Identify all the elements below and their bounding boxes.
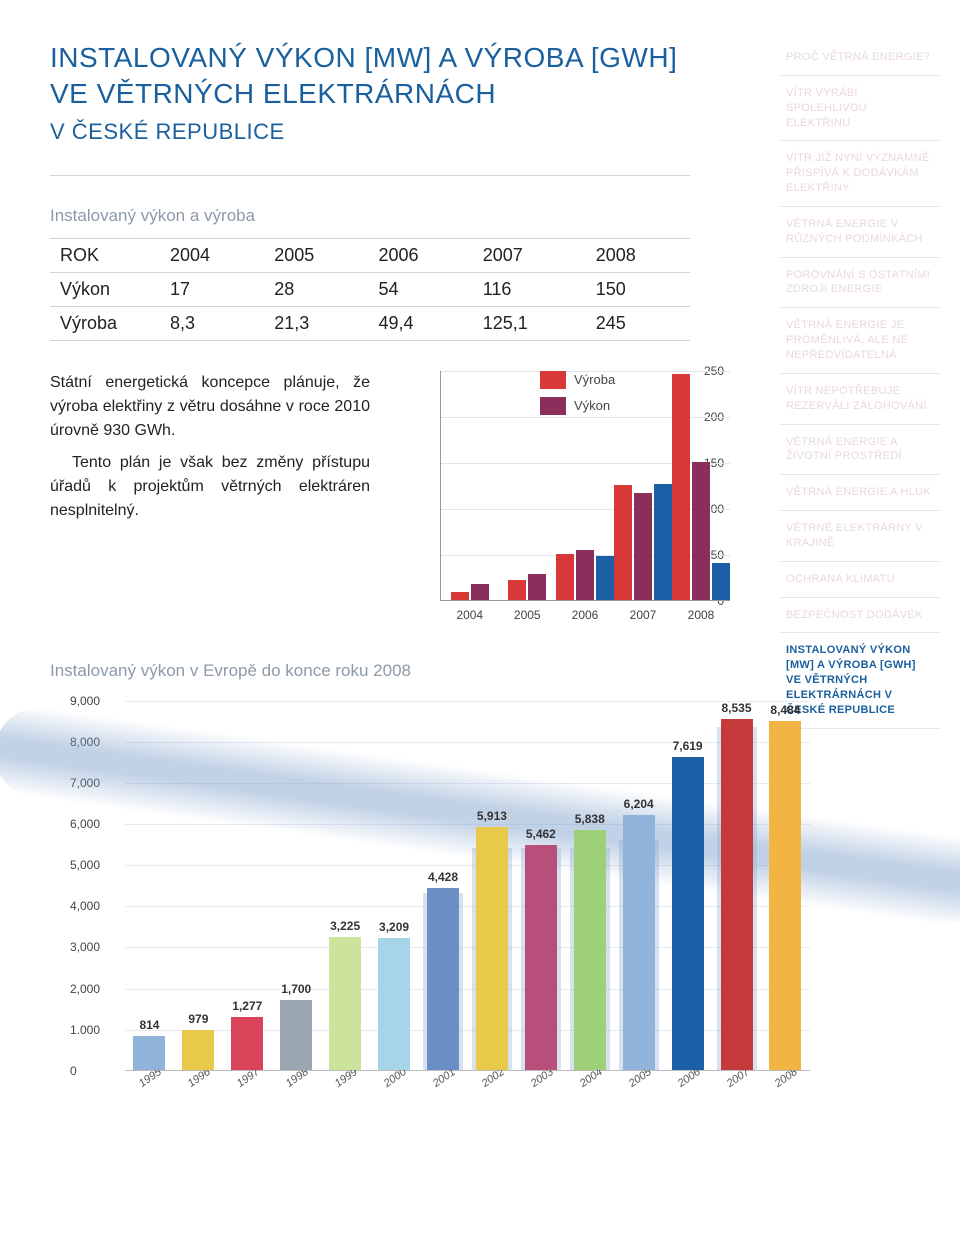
sidebar-item[interactable]: BEZPEČNOST DODÁVEK <box>780 598 940 634</box>
bar-value: 1,700 <box>281 982 311 996</box>
bar <box>508 580 526 600</box>
europe-chart: 01.0002,0003,0004,0005,0006,0007,0008,00… <box>70 701 810 1101</box>
y-tick: 9,000 <box>70 694 100 708</box>
legend-swatch <box>540 397 566 415</box>
table-row: ROK 2004 2005 2006 2007 2008 <box>50 238 690 272</box>
row-head: Výroba <box>50 306 160 340</box>
body-p2: Tento plán je však bez změny přístupu úř… <box>50 451 370 523</box>
sidebar-item[interactable]: PROČ VĚTRNÁ ENERGIE? <box>780 40 940 76</box>
y-tick: 2,000 <box>70 982 100 996</box>
bar <box>614 485 632 600</box>
bar-value: 5,838 <box>575 812 605 826</box>
bar-value: 4,428 <box>428 870 458 884</box>
row-head: ROK <box>50 238 160 272</box>
sidebar-item[interactable]: VÍTR NEPOTŘEBUJE REZERVÁLI ZÁLOHOVÁNÍ <box>780 374 940 425</box>
bar <box>528 574 546 600</box>
body-p1: Státní energetická koncepce plánuje, že … <box>50 371 370 443</box>
bar-value: 5,462 <box>526 827 556 841</box>
y-tick: 5,000 <box>70 858 100 872</box>
bar <box>525 845 557 1070</box>
y-tick: 4,000 <box>70 899 100 913</box>
sidebar-item[interactable]: VÍTR VYRÁBÍ SPOLEHLIVOU ELEKTŘINU <box>780 76 940 142</box>
bar <box>427 888 459 1070</box>
bar <box>329 937 361 1070</box>
bar <box>471 584 489 600</box>
data-table: ROK 2004 2005 2006 2007 2008 Výkon 17 28… <box>50 238 690 341</box>
sidebar-item[interactable]: OCHRANA KLIMATU <box>780 562 940 598</box>
small-chart: 05010015020025020042005200620072008Výrob… <box>400 371 730 631</box>
bar <box>280 1000 312 1070</box>
bar <box>721 719 753 1070</box>
bar-value: 814 <box>139 1018 159 1032</box>
sidebar-item[interactable]: POROVNÁNÍ S OSTATNÍMI ZDROJI ENERGIE <box>780 258 940 309</box>
bar-value: 3,209 <box>379 920 409 934</box>
y-tick: 0 <box>70 1064 77 1078</box>
bar <box>692 462 710 600</box>
bar-value: 1,277 <box>232 999 262 1013</box>
table-row: Výkon 17 28 54 116 150 <box>50 272 690 306</box>
x-label: 2006 <box>556 608 614 622</box>
bar <box>451 592 469 600</box>
x-label: 2007 <box>614 608 672 622</box>
bar <box>556 554 574 599</box>
bar <box>672 757 704 1070</box>
sidebar-item[interactable]: VĚTRNÉ ELEKTRÁRNY V KRAJINĚ <box>780 511 940 562</box>
sidebar-item[interactable]: VĚTRNÁ ENERGIE V RŮZNÝCH PODMÍNKÁCH <box>780 207 940 258</box>
bar-value: 5,913 <box>477 809 507 823</box>
body-text: Státní energetická koncepce plánuje, že … <box>50 371 370 531</box>
x-label: 2008 <box>672 608 730 622</box>
sidebar-item[interactable]: VĚTRNÁ ENERGIE A HLUK <box>780 475 940 511</box>
x-label: 2005 <box>499 608 557 622</box>
bar-value: 8,535 <box>722 701 752 715</box>
bar <box>476 827 508 1070</box>
bar <box>378 938 410 1070</box>
bar <box>596 556 614 600</box>
y-tick: 3,000 <box>70 940 100 954</box>
x-label: 2004 <box>441 608 499 622</box>
bar-value: 979 <box>188 1012 208 1026</box>
bar-value: 3,225 <box>330 919 360 933</box>
row-head: Výkon <box>50 272 160 306</box>
y-tick: 1.000 <box>70 1023 100 1037</box>
bar-value: 6,204 <box>624 797 654 811</box>
bar <box>654 484 672 600</box>
bar-value: 7,619 <box>673 739 703 753</box>
bar <box>231 1017 263 1069</box>
bar <box>769 721 801 1070</box>
bar <box>634 493 652 600</box>
bar <box>133 1036 165 1069</box>
sidebar-nav: PROČ VĚTRNÁ ENERGIE?VÍTR VYRÁBÍ SPOLEHLI… <box>780 40 940 729</box>
legend-label: Výkon <box>574 398 610 413</box>
bar <box>672 374 690 599</box>
sidebar-item[interactable]: VÍTR JIŽ NYNÍ VÝZNAMNĚ PŘISPÍVÁ K DODÁVK… <box>780 141 940 207</box>
bar <box>574 830 606 1070</box>
sidebar-item[interactable]: VĚTRNÁ ENERGIE JE PROMĚNLIVÁ, ALE NE NEP… <box>780 308 940 374</box>
y-tick: 6,000 <box>70 817 100 831</box>
table-row: Výroba 8,3 21,3 49,4 125,1 245 <box>50 306 690 340</box>
bar <box>623 815 655 1070</box>
bar-value: 8,484 <box>770 703 800 717</box>
legend-label: Výroba <box>574 372 615 387</box>
bar <box>576 550 594 600</box>
legend-swatch <box>540 371 566 389</box>
bar <box>182 1030 214 1070</box>
sidebar-item[interactable]: VĚTRNÁ ENERGIE A ŽIVOTNÍ PROSTŘEDÍ <box>780 425 940 476</box>
page-title: INSTALOVANÝ VÝKON [MW] A VÝROBA [GWH] VE… <box>50 40 690 113</box>
bar <box>712 563 730 600</box>
legend: Výroba Výkon <box>540 371 615 423</box>
